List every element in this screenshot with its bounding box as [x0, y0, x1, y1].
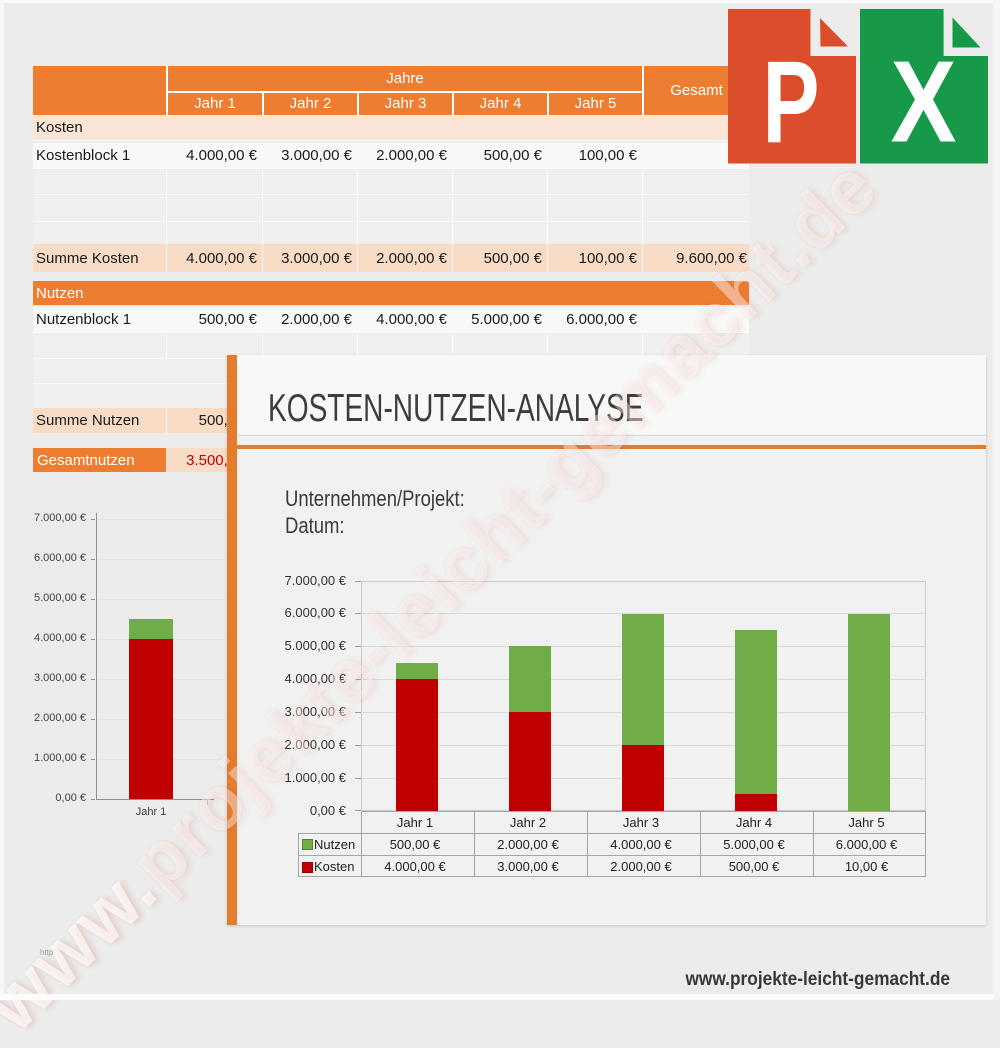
svg-text:X: X	[891, 37, 957, 166]
svg-text:P: P	[763, 36, 820, 167]
